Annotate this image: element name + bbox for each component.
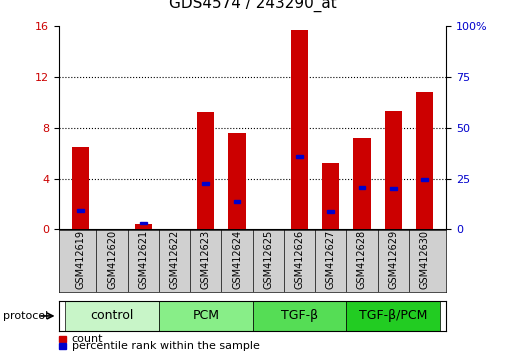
Text: GSM412622: GSM412622 bbox=[170, 230, 180, 290]
Text: GSM412626: GSM412626 bbox=[294, 230, 305, 290]
Bar bbox=[390, 187, 397, 190]
Bar bbox=[197, 112, 214, 229]
Bar bbox=[327, 210, 334, 213]
Text: GSM412621: GSM412621 bbox=[139, 230, 148, 290]
Bar bbox=[59, 343, 66, 349]
Bar bbox=[228, 133, 246, 229]
Text: GSM412620: GSM412620 bbox=[107, 230, 117, 290]
Bar bbox=[202, 182, 209, 185]
Text: GSM412624: GSM412624 bbox=[232, 230, 242, 290]
Text: GDS4574 / 243290_at: GDS4574 / 243290_at bbox=[169, 0, 337, 12]
Bar bbox=[253, 301, 346, 331]
Bar bbox=[346, 301, 440, 331]
Bar bbox=[322, 163, 339, 229]
Bar bbox=[59, 336, 66, 342]
Bar bbox=[72, 147, 89, 229]
Bar bbox=[65, 301, 159, 331]
Text: protocol: protocol bbox=[3, 311, 48, 321]
Text: GSM412630: GSM412630 bbox=[420, 230, 429, 289]
Text: GSM412627: GSM412627 bbox=[326, 230, 336, 290]
Text: percentile rank within the sample: percentile rank within the sample bbox=[72, 341, 260, 351]
Text: GSM412628: GSM412628 bbox=[357, 230, 367, 290]
Bar bbox=[416, 92, 433, 229]
Text: TGF-β/PCM: TGF-β/PCM bbox=[359, 309, 427, 322]
Bar bbox=[291, 30, 308, 229]
Text: GSM412629: GSM412629 bbox=[388, 230, 398, 290]
Text: GSM412623: GSM412623 bbox=[201, 230, 211, 290]
Bar bbox=[233, 200, 241, 203]
Text: control: control bbox=[90, 309, 134, 322]
Bar bbox=[135, 224, 152, 229]
Bar bbox=[77, 209, 84, 212]
Text: TGF-β: TGF-β bbox=[281, 309, 318, 322]
Bar bbox=[385, 111, 402, 229]
Bar bbox=[421, 178, 428, 181]
Bar bbox=[296, 155, 303, 158]
Text: GSM412619: GSM412619 bbox=[76, 230, 86, 289]
Bar bbox=[140, 222, 147, 224]
Bar bbox=[359, 186, 365, 189]
Bar bbox=[159, 301, 253, 331]
Text: GSM412625: GSM412625 bbox=[263, 230, 273, 290]
Text: count: count bbox=[72, 334, 103, 344]
Bar bbox=[353, 138, 370, 229]
Text: PCM: PCM bbox=[192, 309, 219, 322]
